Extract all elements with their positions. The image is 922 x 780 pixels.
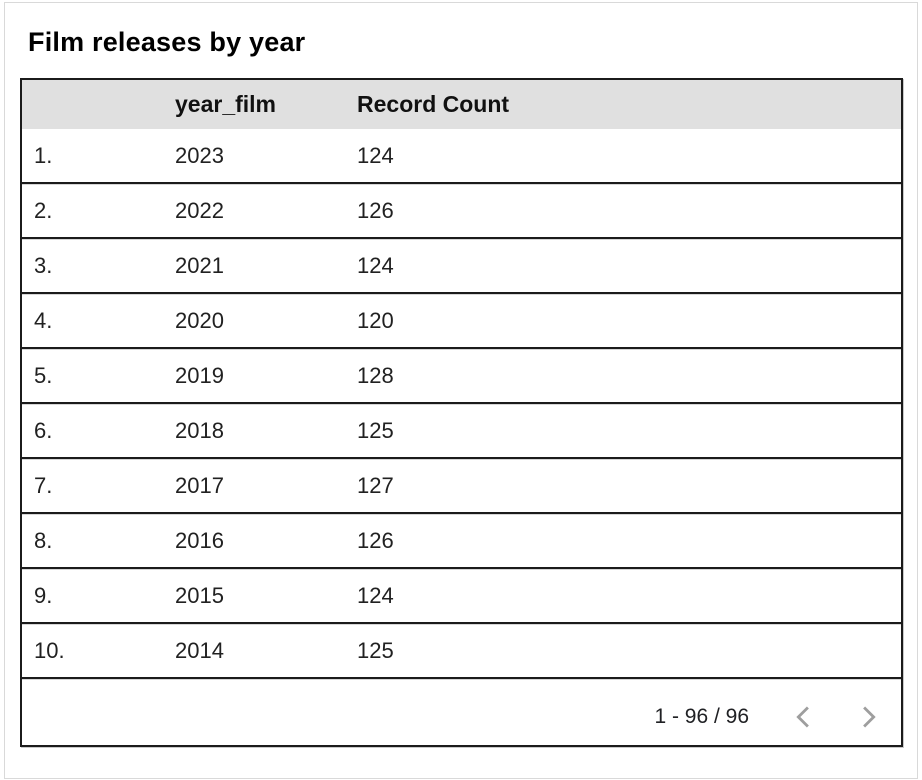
column-header-record-count[interactable]: Record Count	[357, 91, 510, 117]
record-count-cell: 125	[357, 417, 394, 443]
row-number-cell: 1.	[34, 142, 53, 168]
chevron-left-icon	[789, 703, 817, 731]
pagination-prev-button[interactable]	[779, 693, 827, 741]
row-number-cell: 5.	[34, 362, 53, 388]
row-number-cell: 6.	[34, 417, 53, 443]
record-count-cell: 126	[357, 527, 394, 553]
table-row[interactable]: 5. 2019 128	[22, 349, 901, 404]
table-row[interactable]: 8. 2016 126	[22, 514, 901, 569]
year-film-cell: 2018	[175, 417, 224, 443]
table-row[interactable]: 4. 2020 120	[22, 294, 901, 349]
table-body: 1. 2023 124 2. 2022 126 3. 2021 124 4. 2…	[22, 129, 901, 679]
table-row[interactable]: 3. 2021 124	[22, 239, 901, 294]
chart-title: Film releases by year	[28, 27, 306, 57]
column-header-year-film[interactable]: year_film	[175, 91, 277, 117]
record-count-cell: 120	[357, 307, 394, 333]
table-row[interactable]: 7. 2017 127	[22, 459, 901, 514]
row-number-cell: 10.	[34, 637, 65, 663]
record-count-cell: 124	[357, 582, 394, 608]
row-number-cell: 4.	[34, 307, 53, 333]
year-film-cell: 2020	[175, 307, 224, 333]
year-film-cell: 2021	[175, 252, 224, 278]
year-film-cell: 2019	[175, 362, 224, 388]
table-row[interactable]: 9. 2015 124	[22, 569, 901, 624]
table-row[interactable]: 10. 2014 125	[22, 624, 901, 679]
data-table: year_film Record Count 1. 2023 124 2. 20…	[20, 78, 903, 747]
table-header-row: year_film Record Count	[22, 80, 901, 129]
chevron-right-icon	[855, 703, 883, 731]
year-film-cell: 2023	[175, 142, 224, 168]
record-count-cell: 127	[357, 472, 394, 498]
table-row[interactable]: 1. 2023 124	[22, 129, 901, 184]
record-count-cell: 125	[357, 637, 394, 663]
record-count-cell: 126	[357, 197, 394, 223]
year-film-cell: 2014	[175, 637, 224, 663]
record-count-cell: 124	[357, 142, 394, 168]
row-number-cell: 9.	[34, 582, 53, 608]
year-film-cell: 2017	[175, 472, 224, 498]
row-number-cell: 8.	[34, 527, 53, 553]
row-number-cell: 7.	[34, 472, 53, 498]
year-film-cell: 2022	[175, 197, 224, 223]
row-number-cell: 3.	[34, 252, 53, 278]
table-footer: 1 - 96 / 96	[22, 679, 901, 745]
table-row[interactable]: 2. 2022 126	[22, 184, 901, 239]
year-film-cell: 2016	[175, 527, 224, 553]
record-count-cell: 128	[357, 362, 394, 388]
record-count-cell: 124	[357, 252, 394, 278]
row-number-cell: 2.	[34, 197, 53, 223]
year-film-cell: 2015	[175, 582, 224, 608]
pagination-range-label: 1 - 96 / 96	[654, 705, 749, 728]
pagination-next-button[interactable]	[845, 693, 893, 741]
table-row[interactable]: 6. 2018 125	[22, 404, 901, 459]
